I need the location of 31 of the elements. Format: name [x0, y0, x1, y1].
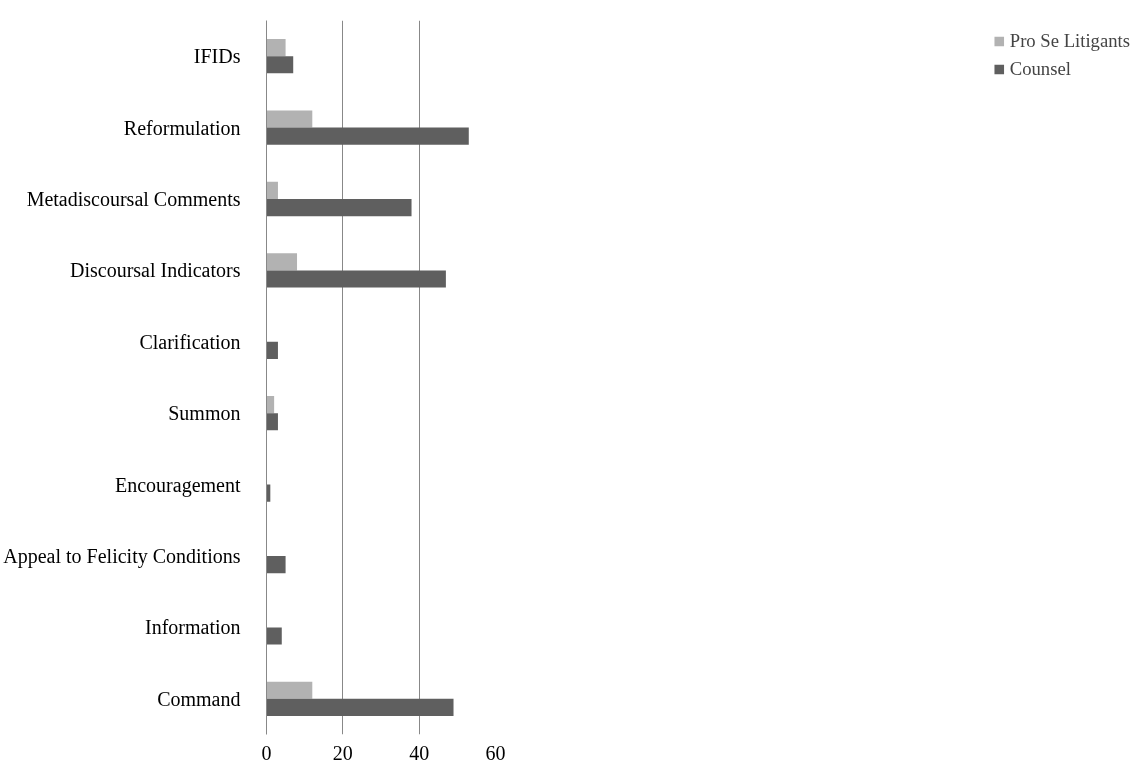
- bar: [266, 396, 275, 414]
- y-tick-label: IFIDs: [193, 45, 241, 68]
- bar: [266, 110, 313, 128]
- y-tick-label: Summon: [168, 402, 241, 425]
- y-tick-label: Command: [157, 687, 241, 710]
- legend-label: Pro Se Litigants: [1009, 30, 1130, 52]
- bar: [266, 556, 286, 574]
- x-tick-label: 60: [485, 741, 506, 764]
- legend-label: Counsel: [1009, 58, 1071, 80]
- bar: [266, 181, 278, 199]
- bar: [266, 698, 454, 716]
- bar: [266, 39, 286, 57]
- bar: [266, 413, 278, 431]
- y-tick-label: Reformulation: [123, 116, 241, 139]
- bar: [266, 270, 446, 288]
- y-tick-label: Discoursal Indicators: [69, 259, 241, 282]
- bar: [266, 199, 412, 217]
- bar: [266, 253, 298, 271]
- x-tick-label: 0: [261, 741, 272, 764]
- y-tick-label: Metadiscoursal Comments: [26, 188, 241, 210]
- y-tick-label: Clarification: [139, 330, 241, 353]
- x-tick-label: 20: [332, 741, 353, 764]
- bar: [266, 627, 282, 645]
- y-tick-label: Appeal to Felicity Conditions: [3, 545, 241, 568]
- y-tick-label: Information: [144, 616, 241, 639]
- x-tick-label: 40: [409, 741, 430, 764]
- bar: [266, 127, 469, 145]
- bar: [266, 341, 278, 359]
- y-tick-label: Encouragement: [115, 473, 241, 497]
- bar: [266, 56, 294, 74]
- bar: [266, 681, 313, 699]
